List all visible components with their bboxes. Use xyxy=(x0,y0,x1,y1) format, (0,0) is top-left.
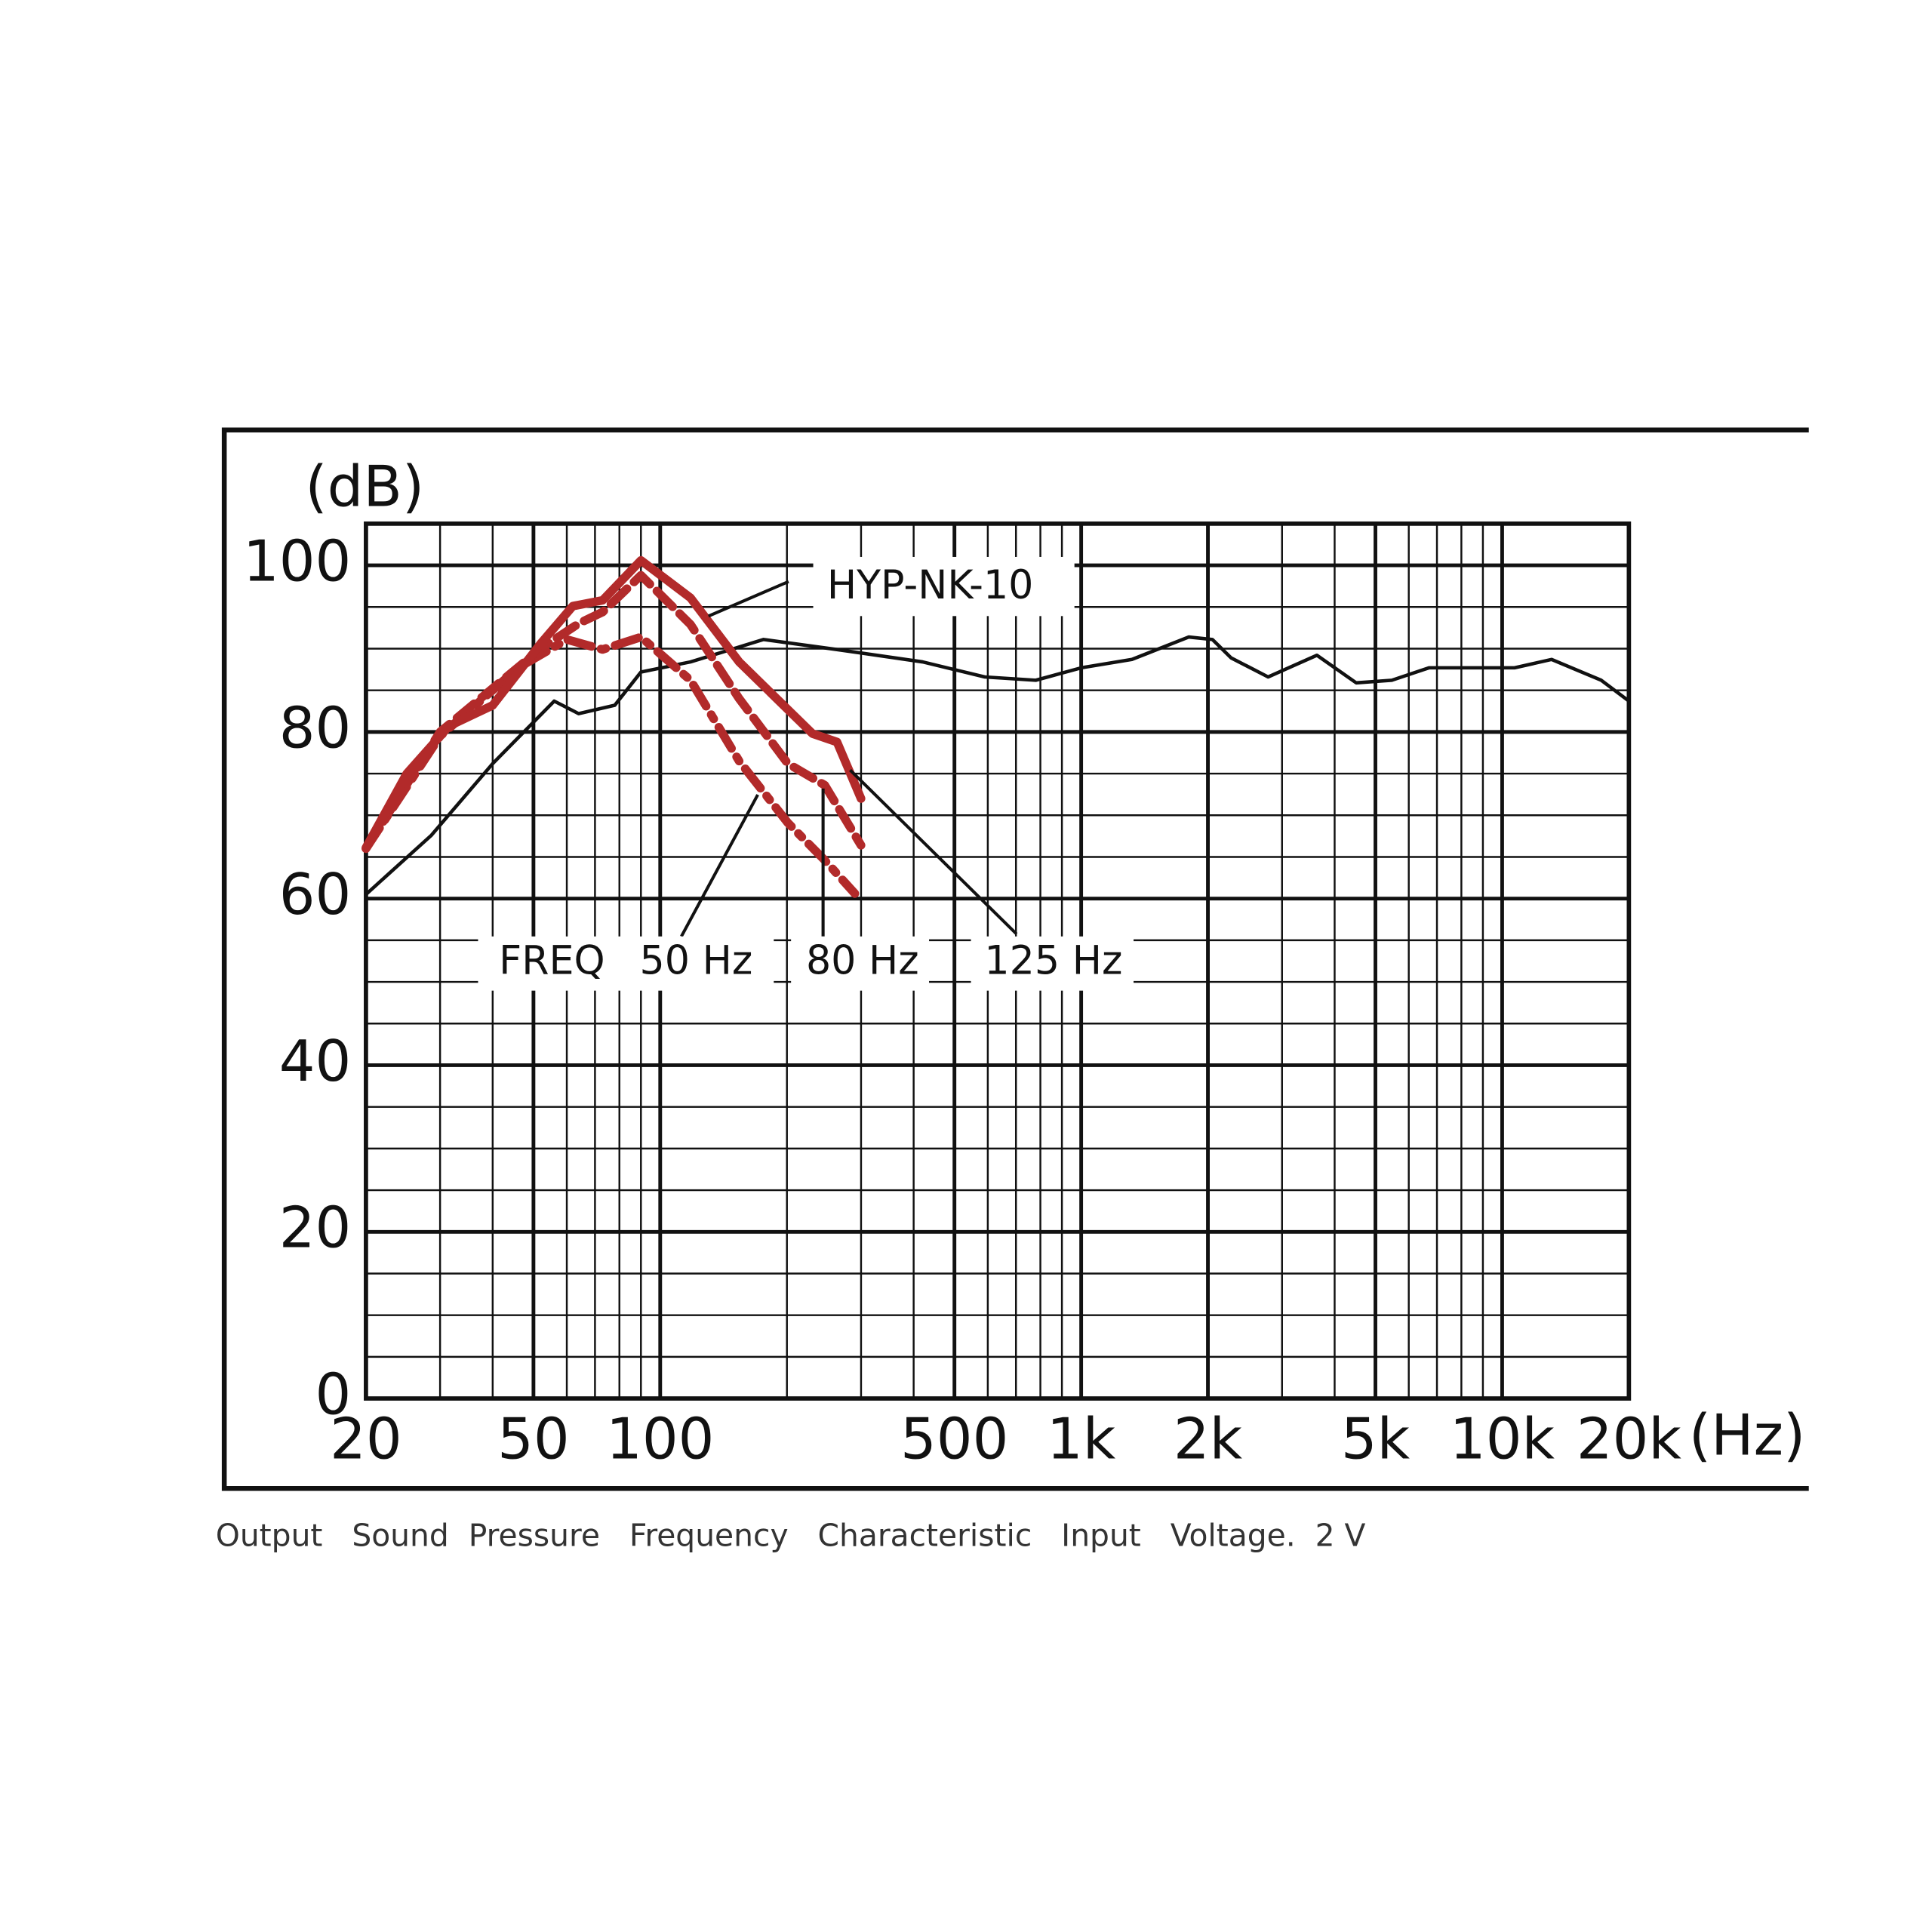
x-tick-label: 20 xyxy=(330,1405,402,1472)
frame xyxy=(221,427,1809,1491)
series-line xyxy=(364,635,1631,897)
y-tick-label: 100 xyxy=(243,528,351,595)
plot-border xyxy=(364,521,1632,1401)
x-tick-label: 100 xyxy=(606,1405,714,1472)
label-bg xyxy=(478,936,774,991)
series-label: 50 Hz xyxy=(640,939,753,984)
leader-line xyxy=(849,768,1018,936)
y-tick-label: 60 xyxy=(279,861,352,928)
leader-line xyxy=(680,794,759,937)
x-axis-label: (Hz) xyxy=(1689,1401,1805,1468)
series-line xyxy=(361,571,866,854)
caption: Output Sound Pressure Frequency Characte… xyxy=(216,1518,1366,1554)
series-label: 125 Hz xyxy=(984,939,1122,984)
curves xyxy=(361,555,1631,898)
x-tick-label: 5k xyxy=(1341,1405,1411,1472)
label-bg xyxy=(791,936,930,991)
annotation: FREQ xyxy=(499,939,605,984)
series-label: 80 Hz xyxy=(806,939,919,984)
y-tick-label: 80 xyxy=(279,694,352,761)
x-tick-label: 500 xyxy=(900,1405,1008,1472)
y-tick-label: 20 xyxy=(279,1195,352,1261)
x-tick-label: 2k xyxy=(1174,1405,1243,1472)
x-tick-label: 10k xyxy=(1450,1405,1555,1472)
y-tick-label: 0 xyxy=(315,1361,352,1428)
annotation: HYP-NK-10 xyxy=(827,563,1034,608)
x-tick-label: 50 xyxy=(497,1405,570,1472)
x-tick-label: 20k xyxy=(1577,1405,1682,1472)
y-axis-label: (dB) xyxy=(305,453,424,519)
label-bg xyxy=(813,556,1075,617)
label-bg xyxy=(971,936,1134,991)
y-tick-label: 40 xyxy=(279,1028,352,1094)
annotations: HYP-NK-10 FREQ 50 Hz 80 Hz 125 Hz xyxy=(478,556,1134,991)
leader-line xyxy=(707,580,789,618)
x-tick-label: 1k xyxy=(1047,1405,1116,1472)
series-line xyxy=(361,555,866,852)
